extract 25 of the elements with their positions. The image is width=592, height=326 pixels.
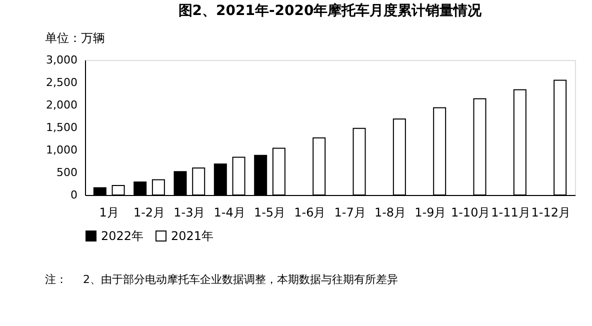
- y-tick-label: 500: [56, 166, 78, 179]
- chart-title: 图2、2021年-2020年摩托车月度累计销量情况: [178, 2, 483, 19]
- text: 单位：万辆: [45, 31, 105, 45]
- x-tick-label: 1-6月: [294, 206, 326, 220]
- x-tick-label: 1-12月: [531, 206, 571, 220]
- x-tick-label: 1-8月: [374, 206, 406, 220]
- x-tick-label: 1-5月: [254, 206, 286, 220]
- legend-label: 2022年: [101, 229, 144, 243]
- x-tick-label: 1-10月: [450, 206, 490, 220]
- y-tick-label: 2,000: [46, 98, 78, 112]
- x-tick-label: 1-3月: [174, 206, 206, 220]
- y-tick-label: 1,500: [46, 121, 78, 134]
- text: 注：: [45, 273, 67, 286]
- x-tick-label: 1-11月: [491, 206, 530, 220]
- text: 2、由于部分电动摩托车企业数据调整，本期数据与往期有所差异: [83, 273, 398, 286]
- y-tick-label: 3,000: [46, 54, 78, 66]
- x-tick-label: 1-9月: [414, 206, 446, 220]
- x-tick-label: 1-2月: [133, 206, 166, 220]
- legend-label: 2021年: [171, 229, 214, 243]
- x-tick-label: 1-4月: [214, 206, 246, 220]
- y-tick-label: 2,500: [46, 76, 78, 89]
- x-tick-label: 1月: [99, 206, 119, 220]
- y-tick-label: 1,000: [46, 144, 78, 156]
- x-tick-label: 1-7月: [334, 206, 366, 220]
- y-tick-label: 0: [70, 188, 78, 202]
